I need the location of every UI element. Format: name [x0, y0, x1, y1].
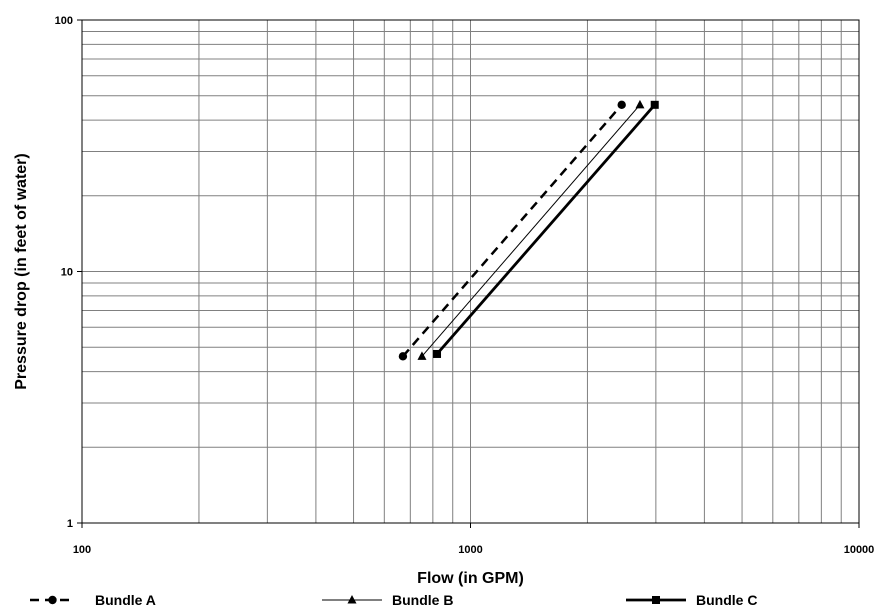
series-line-bundle-a	[401, 103, 623, 358]
x-axis-title: Flow (in GPM)	[417, 570, 524, 587]
y-tick-label-100: 100	[55, 15, 73, 27]
legend-label-bundle-b: Bundle B	[392, 592, 453, 608]
data-point-bundle-b	[635, 99, 645, 109]
legend: Bundle A Bundle B Bundle C	[30, 592, 757, 608]
legend-swatch-marker-bundle-c	[652, 596, 660, 604]
y-tick-label-1: 1	[67, 518, 73, 530]
legend-swatch-marker-bundle-b	[347, 595, 357, 604]
series-line-bundle-b	[421, 104, 641, 357]
legend-label-bundle-c: Bundle C	[696, 592, 757, 608]
data-point-bundle-a	[617, 100, 626, 110]
series-line-bundle-c	[435, 103, 656, 355]
y-axis-ticks: 1 10 100	[55, 15, 73, 530]
legend-item-bundle-c: Bundle C	[626, 592, 757, 608]
data-point-bundle-c	[433, 349, 442, 358]
legend-item-bundle-a: Bundle A	[30, 592, 156, 608]
series-bundle-a	[398, 100, 626, 361]
x-tick-label-10000: 10000	[844, 544, 875, 556]
data-point-bundle-a	[398, 352, 408, 361]
data-point-bundle-b	[417, 351, 427, 360]
series	[398, 99, 659, 361]
legend-label-bundle-a: Bundle A	[95, 592, 156, 608]
series-bundle-b	[417, 99, 645, 360]
y-axis-title: Pressure drop (in feet of water)	[13, 153, 30, 390]
plot-area-border	[81, 19, 860, 524]
series-bundle-c	[433, 100, 659, 358]
legend-swatch-marker-bundle-a	[48, 595, 57, 605]
grid	[77, 19, 860, 528]
legend-item-bundle-b: Bundle B	[322, 592, 453, 608]
data-point-bundle-c	[650, 100, 659, 109]
x-tick-label-1000: 1000	[458, 544, 482, 556]
y-tick-label-10: 10	[61, 267, 73, 279]
x-axis-ticks: 100 1000 10000	[73, 544, 874, 556]
x-tick-label-100: 100	[73, 544, 91, 556]
